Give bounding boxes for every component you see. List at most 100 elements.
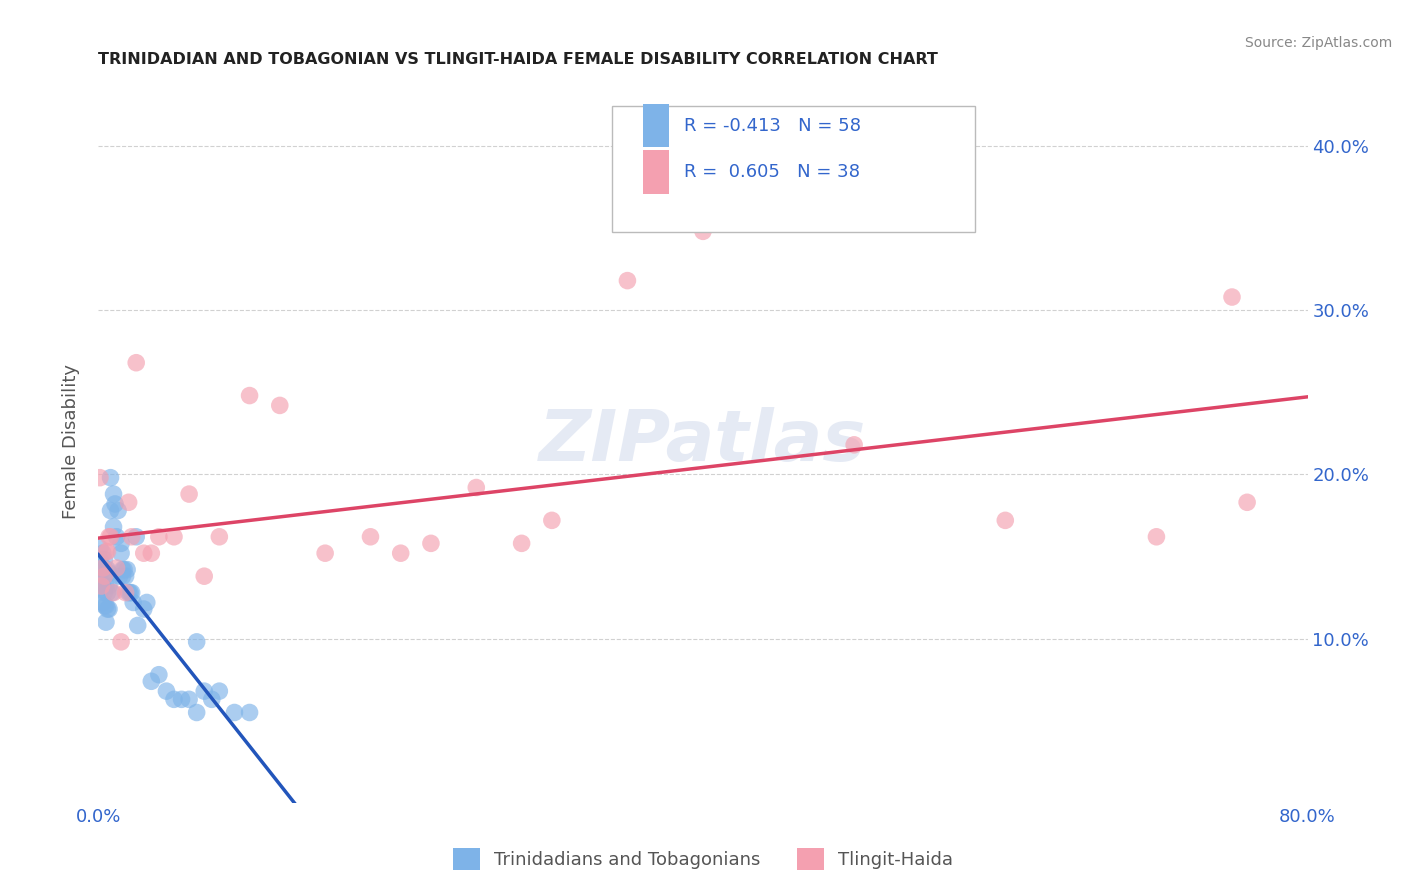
Point [103, 585, 125, 599]
Text: Source: ZipAtlas.com: Source: ZipAtlas.com [1244, 36, 1392, 50]
Point [201, 692, 224, 706]
Point [94, 599, 117, 613]
Point [94, 615, 117, 630]
Point [111, 563, 134, 577]
Point [844, 438, 866, 452]
Point [135, 595, 157, 609]
Point [510, 536, 533, 550]
FancyBboxPatch shape [643, 104, 669, 147]
Point [1236, 495, 1258, 509]
Point [96, 544, 118, 558]
Point [193, 684, 215, 698]
Point [121, 585, 143, 599]
Point [91, 563, 114, 577]
Point [93, 569, 115, 583]
Point [186, 635, 208, 649]
Point [93, 599, 115, 613]
Point [104, 497, 127, 511]
Point [125, 530, 148, 544]
Point [179, 487, 201, 501]
Point [170, 692, 193, 706]
Point [118, 495, 141, 509]
Point [465, 481, 488, 495]
Point [163, 530, 186, 544]
Point [91, 561, 114, 575]
Point [105, 561, 128, 575]
Point [155, 684, 177, 698]
Y-axis label: Female Disability: Female Disability [62, 364, 80, 519]
Legend: Trinidadians and Tobagonians, Tlingit-Haida: Trinidadians and Tobagonians, Tlingit-Ha… [446, 840, 960, 877]
Point [91, 595, 114, 609]
Point [132, 602, 155, 616]
Text: ZIPatlas: ZIPatlas [540, 407, 866, 476]
Point [179, 692, 201, 706]
Point [239, 388, 262, 402]
Point [100, 503, 122, 517]
Point [360, 530, 382, 544]
Point [93, 585, 115, 599]
Point [314, 546, 336, 560]
Point [1144, 530, 1167, 544]
Point [692, 224, 714, 238]
Point [89, 470, 111, 484]
Point [141, 674, 163, 689]
Point [96, 563, 118, 577]
Point [420, 536, 443, 550]
Point [89, 541, 111, 556]
Point [90, 563, 112, 577]
Point [163, 692, 186, 706]
Point [93, 569, 115, 583]
Point [98, 566, 121, 580]
Point [1220, 290, 1243, 304]
Point [148, 667, 170, 681]
Point [98, 602, 121, 616]
Point [110, 635, 132, 649]
FancyBboxPatch shape [613, 105, 976, 232]
Point [100, 470, 122, 484]
Point [91, 579, 114, 593]
Point [115, 563, 138, 577]
Point [96, 585, 118, 599]
Point [107, 503, 129, 517]
Point [114, 585, 136, 599]
Point [110, 536, 132, 550]
Point [103, 520, 125, 534]
Point [112, 563, 135, 577]
Point [540, 513, 562, 527]
Point [122, 595, 145, 609]
Point [118, 585, 141, 599]
Point [108, 569, 131, 583]
Point [114, 569, 136, 583]
Point [193, 569, 215, 583]
Point [148, 530, 170, 544]
Point [132, 546, 155, 560]
Point [110, 546, 132, 560]
Point [121, 530, 143, 544]
Point [101, 585, 124, 599]
Point [208, 684, 231, 698]
Point [96, 602, 118, 616]
Point [208, 530, 231, 544]
Point [141, 546, 163, 560]
Point [90, 582, 112, 597]
Point [994, 513, 1017, 527]
Point [98, 530, 121, 544]
Point [224, 706, 246, 720]
Point [103, 487, 125, 501]
Text: TRINIDADIAN AND TOBAGONIAN VS TLINGIT-HAIDA FEMALE DISABILITY CORRELATION CHART: TRINIDADIAN AND TOBAGONIAN VS TLINGIT-HA… [98, 52, 938, 67]
Point [105, 530, 128, 544]
Point [98, 579, 121, 593]
Point [90, 579, 112, 593]
Point [186, 706, 208, 720]
Text: R =  0.605   N = 38: R = 0.605 N = 38 [683, 163, 859, 181]
Point [389, 546, 412, 560]
FancyBboxPatch shape [643, 151, 669, 194]
Point [89, 553, 111, 567]
Point [616, 274, 638, 288]
Point [93, 553, 115, 567]
Point [91, 546, 114, 560]
Point [125, 356, 148, 370]
Point [94, 579, 117, 593]
Point [127, 618, 149, 632]
Point [111, 569, 134, 583]
